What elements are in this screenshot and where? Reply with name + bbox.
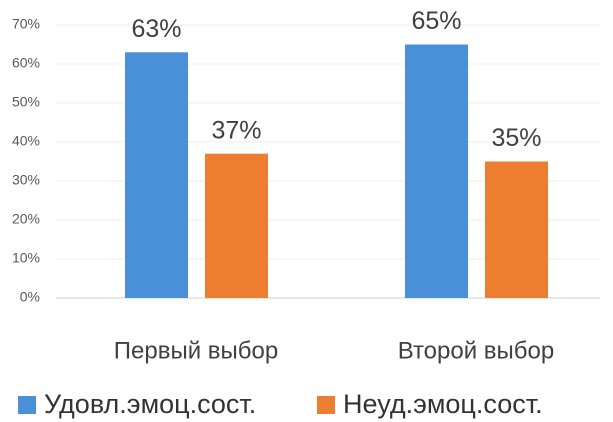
legend-swatch [18, 396, 36, 414]
bar [485, 161, 548, 298]
y-tick-label: 60% [12, 55, 40, 71]
legend-label: Удовл.эмоц.сост. [44, 389, 256, 419]
legend-label: Неуд.эмоц.сост. [343, 389, 543, 419]
x-tick-label: Первый выбор [114, 337, 278, 364]
y-tick-label: 70% [12, 16, 40, 32]
data-label: 35% [491, 124, 541, 152]
bar [205, 153, 268, 298]
data-label: 37% [211, 116, 261, 144]
y-tick-label: 50% [12, 94, 40, 110]
data-label: 63% [131, 15, 181, 43]
bar [125, 52, 188, 298]
legend-swatch [317, 396, 335, 414]
y-tick-label: 0% [20, 289, 40, 305]
y-tick-label: 10% [12, 250, 40, 266]
y-tick-label: 20% [12, 211, 40, 227]
data-label: 65% [411, 7, 461, 35]
x-tick-label: Второй выбор [398, 337, 555, 364]
bar [405, 44, 468, 298]
y-tick-label: 30% [12, 172, 40, 188]
y-tick-label: 40% [12, 133, 40, 149]
